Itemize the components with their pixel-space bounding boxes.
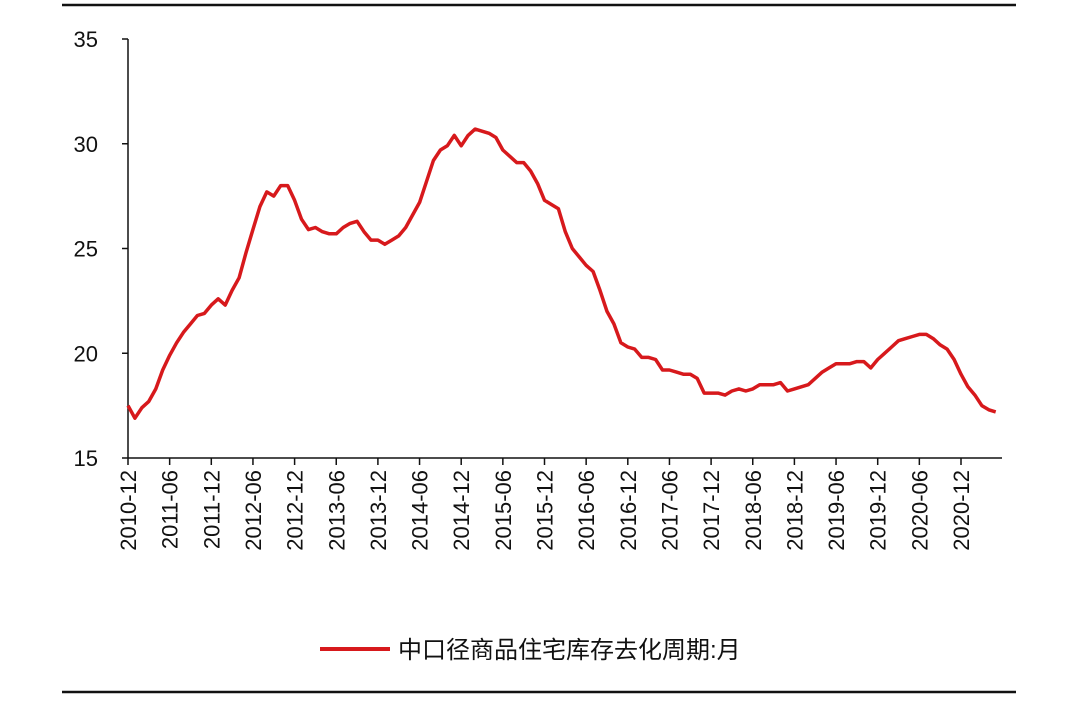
y-tick-label: 35 bbox=[74, 27, 98, 52]
x-tick-label: 2014-06 bbox=[408, 470, 433, 551]
legend-label: 中口径商品住宅库存去化周期:月 bbox=[398, 637, 741, 664]
y-tick-label: 20 bbox=[74, 341, 98, 366]
x-tick-label: 2012-12 bbox=[283, 470, 308, 551]
data-line bbox=[126, 127, 997, 420]
x-tick-label: 2015-12 bbox=[533, 470, 558, 551]
x-tick-label: 2011-12 bbox=[199, 470, 224, 549]
x-tick-label: 2010-12 bbox=[116, 470, 141, 551]
x-tick-label: 2017-06 bbox=[657, 470, 682, 551]
x-tick-label: 2013-12 bbox=[366, 470, 391, 551]
x-tick-label: 2017-12 bbox=[699, 470, 724, 551]
x-tick-label: 2018-12 bbox=[782, 470, 807, 551]
y-tick-label: 25 bbox=[74, 237, 98, 262]
x-tick-label: 2018-06 bbox=[741, 470, 766, 551]
y-tick-label: 30 bbox=[74, 132, 98, 157]
x-tick-label: 2019-06 bbox=[824, 470, 849, 551]
x-tick-label: 2013-06 bbox=[324, 470, 349, 551]
x-tick-label: 2015-06 bbox=[491, 470, 516, 551]
x-tick-label: 2014-12 bbox=[449, 470, 474, 551]
x-tick-label: 2011-06 bbox=[158, 470, 183, 549]
x-tick-label: 2016-06 bbox=[574, 470, 599, 551]
x-tick-label: 2020-12 bbox=[949, 470, 974, 551]
y-tick-label: 15 bbox=[74, 446, 98, 471]
x-tick-label: 2020-06 bbox=[907, 470, 932, 551]
x-tick-label: 2012-06 bbox=[241, 470, 266, 551]
x-tick-label: 2016-12 bbox=[616, 470, 641, 551]
x-tick-label: 2019-12 bbox=[866, 470, 891, 551]
